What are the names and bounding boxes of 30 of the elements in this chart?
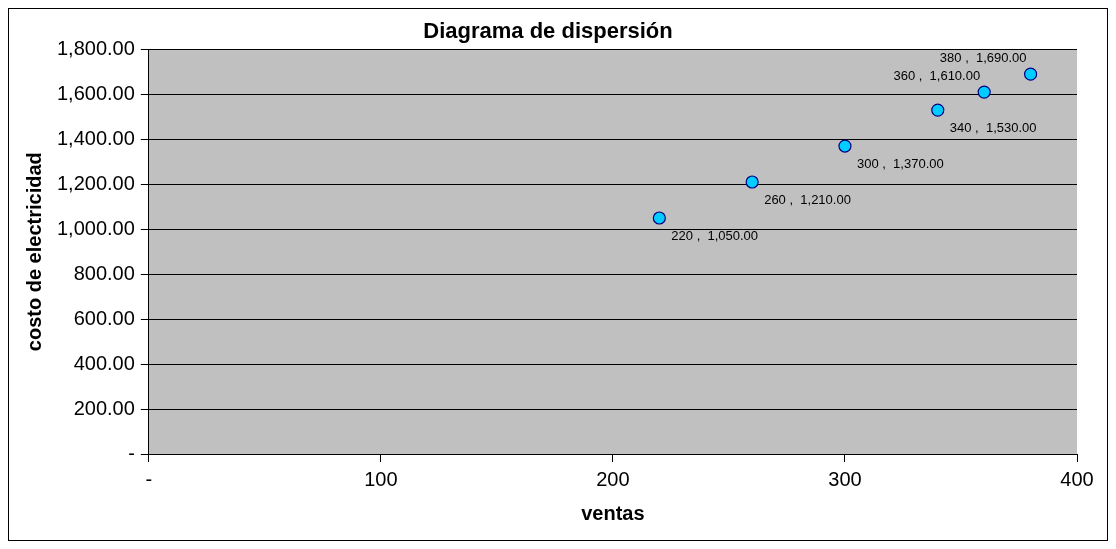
y-tick-label: 200.00 [73,396,135,419]
y-tick-label: - [128,441,135,464]
point [745,175,759,189]
x-tick-label: 300 [828,467,862,490]
data-label: 380 , 1,690.00 [939,49,1027,65]
point [652,211,666,225]
y-tick-label: 600.00 [73,306,135,329]
y-axis-title: costo de electricidad [22,152,45,352]
point [838,139,852,153]
y-tick-label: 1,200.00 [56,171,135,194]
point [931,103,945,117]
y-tick-label: 1,600.00 [56,81,135,104]
data-label: 340 , 1,530.00 [949,119,1037,135]
data-label: 260 , 1,210.00 [764,191,851,207]
data-label: 220 , 1,050.00 [671,227,759,243]
chart-title: Diagrama de dispersión [423,18,673,44]
y-tick-label: 1,800.00 [56,36,135,59]
x-axis-title: ventas [581,501,645,524]
x-tick-label: 100 [364,467,398,490]
x-tick-label: 200 [596,467,630,490]
x-tick-label: - [145,467,153,490]
point [1023,67,1038,81]
point [977,85,991,99]
y-tick-label: 1,000.00 [56,216,135,239]
y-tick-label: 400.00 [73,351,135,374]
y-tick-label: 800.00 [73,261,135,284]
y-tick-label: 1,400.00 [56,126,135,149]
data-label: 360 , 1,610.00 [893,67,981,83]
data-label: 300 , 1,370.00 [856,155,944,171]
x-tick-label: 400 [1060,467,1094,490]
